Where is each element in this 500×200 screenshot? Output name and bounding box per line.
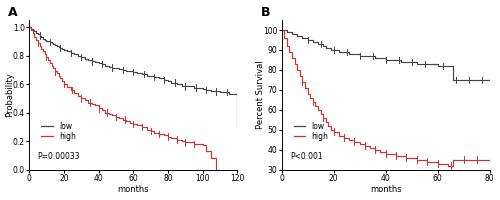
Text: B: B (260, 6, 270, 19)
X-axis label: months: months (370, 185, 402, 194)
Y-axis label: Probability: Probability (6, 72, 15, 117)
Text: A: A (8, 6, 18, 19)
Legend: low, high: low, high (292, 120, 331, 143)
Legend: low, high: low, high (39, 120, 78, 143)
Text: P=0.00033: P=0.00033 (38, 152, 80, 161)
X-axis label: months: months (118, 185, 149, 194)
Text: P<0.001: P<0.001 (290, 152, 322, 161)
Y-axis label: Percent Survival: Percent Survival (256, 60, 264, 129)
